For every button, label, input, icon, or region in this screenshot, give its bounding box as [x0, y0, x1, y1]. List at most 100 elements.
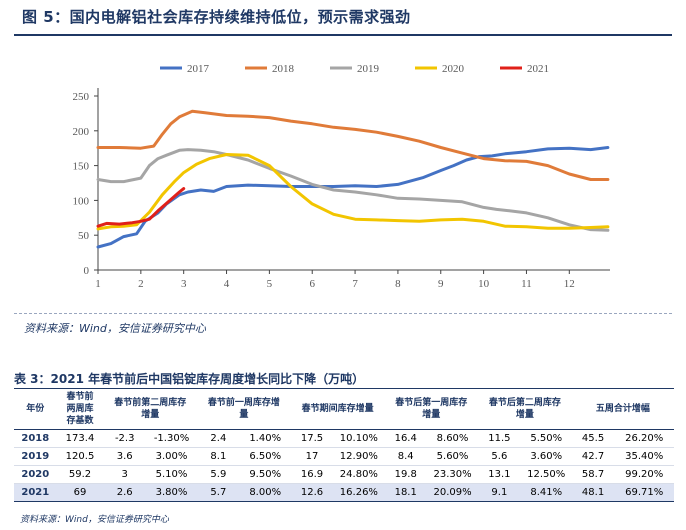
y-tick-label: 250	[73, 91, 90, 103]
table-cell: 58.7	[571, 465, 615, 484]
table-cell: 3.60%	[520, 447, 572, 466]
table-cell: 20.09%	[427, 483, 479, 502]
x-tick-label: 2	[138, 278, 144, 290]
table-source: 资料来源：Wind，安信证券研究中心	[20, 515, 169, 525]
x-tick-label: 11	[521, 278, 532, 290]
table-cell: 17	[290, 447, 334, 466]
table-cell: -2.3	[103, 429, 146, 448]
x-tick-label: 8	[395, 278, 401, 290]
y-tick-label: 150	[73, 161, 90, 173]
table-cell: 3.6	[103, 447, 146, 466]
table-cell: 3	[103, 465, 146, 484]
x-axis: 1 2 3 4 5 6 7 8 9 10 11 12	[95, 269, 610, 290]
legend-label-2019: 2019	[357, 63, 380, 75]
legend-label-2020: 2020	[442, 63, 465, 75]
table-cell: 48.1	[571, 483, 615, 502]
table-cell: 19.8	[384, 465, 427, 484]
table-cell: 5.7	[197, 483, 240, 502]
header-during: 春节期间库存增量	[290, 388, 385, 430]
x-tick-label: 12	[564, 278, 575, 290]
table-cell: 26.20%	[614, 429, 674, 448]
table-cell: 99.20%	[614, 465, 674, 484]
table-cell: 16.4	[384, 429, 427, 448]
chart-series	[96, 109, 610, 249]
table-cell: 59.2	[56, 465, 104, 484]
table-cell: 35.40%	[614, 447, 674, 466]
table-cell: 8.1	[197, 447, 240, 466]
inventory-table: 年份 春节前两周库存基数 春节前第二周库存增量 春节前一周库存增量 春节期间库存…	[14, 388, 674, 502]
table-cell: 5.9	[197, 465, 240, 484]
header-post2: 春节后第二周库存增量	[478, 388, 572, 430]
table-cell: 120.5	[56, 447, 104, 466]
table-cell: 23.30%	[427, 465, 479, 484]
y-tick-label: 50	[78, 230, 90, 242]
table-cell: 12.6	[290, 483, 334, 502]
table-cell: 16.26%	[333, 483, 385, 502]
table-row: 2019 120.5 3.6 3.00% 8.1 6.50% 17 12.90% 8.4 5.60…	[14, 447, 674, 466]
x-tick-label: 7	[352, 278, 358, 290]
table-cell: 3.80%	[145, 483, 198, 502]
table-cell: 6.50%	[239, 447, 291, 466]
figure-title: 图 5：国内电解铝社会库存持续维持低位，预示需求强劲	[22, 8, 411, 26]
table-cell: -1.30%	[145, 429, 198, 448]
header-pre-stock: 春节前两周库存基数	[56, 388, 104, 430]
y-tick-label: 0	[84, 265, 90, 277]
table-cell: 45.5	[571, 429, 615, 448]
chart-legend: 2017 2018 2019 2020 2021	[160, 63, 549, 75]
table-cell: 8.00%	[239, 483, 291, 502]
table-cell: 9.50%	[239, 465, 291, 484]
row-year: 2018	[14, 429, 57, 448]
legend-label-2021: 2021	[527, 63, 549, 75]
row-year: 2021	[14, 483, 57, 502]
table-cell: 10.10%	[333, 429, 385, 448]
table-cell: 173.4	[56, 429, 104, 448]
table-cell: 1.40%	[239, 429, 291, 448]
table-cell: 69	[56, 483, 104, 502]
series-line-2019	[96, 148, 610, 232]
table-cell: 12.50%	[520, 465, 572, 484]
y-tick-label: 100	[73, 195, 90, 207]
table-cell: 24.80%	[333, 465, 385, 484]
x-tick-label: 6	[309, 278, 315, 290]
table-row: 2018 173.4 -2.3 -1.30% 2.4 1.40% 17.5 10.10% 16.…	[14, 429, 674, 448]
table-row: 2021 69 2.6 3.80% 5.7 8.00% 12.6 16.26% 18.1 20.0…	[14, 483, 674, 502]
row-year: 2019	[14, 447, 57, 466]
table-cell: 12.90%	[333, 447, 385, 466]
x-tick-label: 4	[224, 278, 230, 290]
table-cell: 2.4	[197, 429, 240, 448]
series-line-2020	[96, 153, 610, 231]
table-cell: 5.6	[478, 447, 521, 466]
row-year: 2020	[14, 465, 57, 484]
table-row: 2020 59.2 3 5.10% 5.9 9.50% 16.9 24.80% 19.8 23.3…	[14, 465, 674, 484]
table-cell: 8.41%	[520, 483, 572, 502]
table-cell: 2.6	[103, 483, 146, 502]
series-line-2018	[96, 109, 610, 181]
header-total: 五周合计增幅	[571, 388, 674, 430]
series-line-2021	[96, 187, 186, 228]
table-cell: 16.9	[290, 465, 334, 484]
table-cell: 69.71%	[614, 483, 674, 502]
x-tick-label: 1	[95, 278, 101, 290]
table-title: 表 3：2021 年春节前后中国铝锭库存周度增长同比下降（万吨）	[14, 372, 365, 386]
table-cell: 8.4	[384, 447, 427, 466]
header-pre1: 春节前一周库存增量	[197, 388, 291, 430]
header-pre2: 春节前第二周库存增量	[103, 388, 198, 430]
x-tick-label: 9	[438, 278, 444, 290]
header-post1: 春节后第一周库存增量	[384, 388, 479, 430]
x-tick-label: 10	[478, 278, 490, 290]
table-cell: 8.60%	[427, 429, 479, 448]
legend-label-2017: 2017	[187, 63, 210, 75]
source-divider	[14, 313, 672, 315]
figure-source: 资料来源：Wind，安信证券研究中心	[24, 322, 206, 335]
table-cell: 17.5	[290, 429, 334, 448]
table-cell: 42.7	[571, 447, 615, 466]
header-year: 年份	[14, 388, 57, 430]
table-cell: 5.10%	[145, 465, 198, 484]
table-cell: 3.00%	[145, 447, 198, 466]
table-cell: 9.1	[478, 483, 521, 502]
table-cell: 5.50%	[520, 429, 572, 448]
figure-title-rule	[14, 34, 672, 36]
table-cell: 18.1	[384, 483, 427, 502]
legend-label-2018: 2018	[272, 63, 295, 75]
